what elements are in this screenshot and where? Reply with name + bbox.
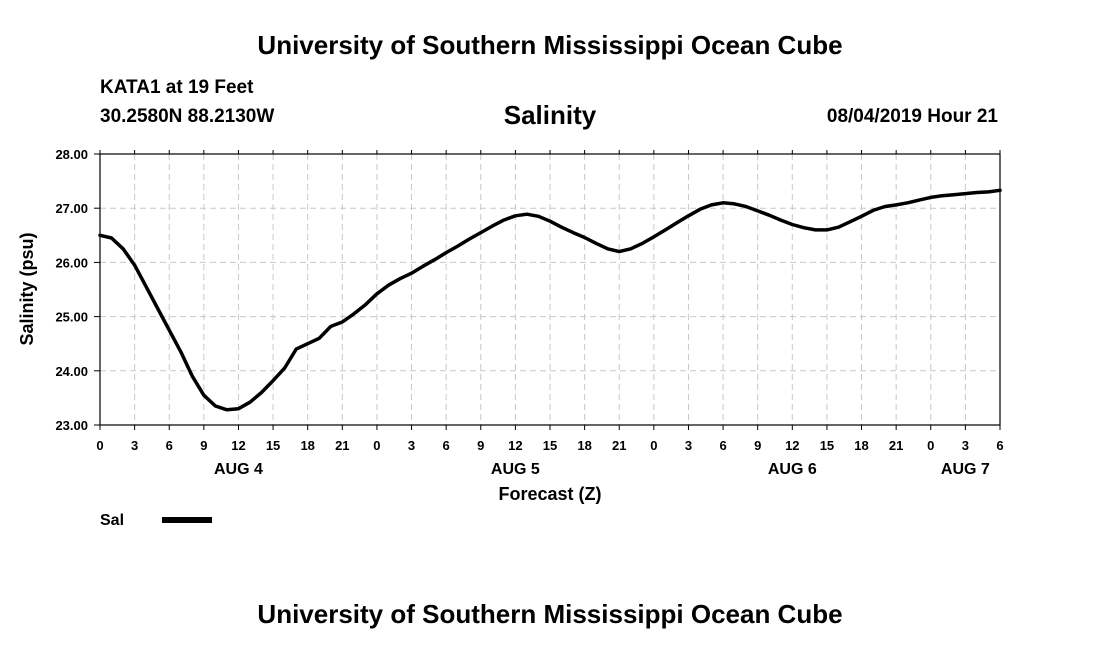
y-tick-label: 24.00 [55, 364, 88, 379]
station-name: KATA1 at 19 Feet [100, 77, 254, 98]
y-tick-label: 28.00 [55, 147, 88, 162]
chart-title: Salinity [503, 100, 597, 130]
x-tick-label: 12 [785, 438, 799, 453]
x-tick-label: 21 [889, 438, 903, 453]
x-tick-label: 15 [820, 438, 834, 453]
x-tick-label: 12 [231, 438, 245, 453]
day-label: AUG 5 [491, 461, 540, 478]
x-axis-label: Forecast (Z) [498, 484, 601, 504]
x-tick-label: 18 [577, 438, 591, 453]
x-tick-label: 9 [477, 438, 484, 453]
x-tick-label: 9 [200, 438, 207, 453]
day-labels: AUG 4 AUG 5 AUG 6 AUG 7 [214, 461, 990, 478]
x-tick-labels: 0 3 6 9 12 15 18 21 0 3 6 9 12 15 18 21 0 3 6 9 12 15 18 21 0 3 6 [96, 438, 1003, 453]
y-tick-labels: 23.00 24.00 25.00 26.00 27.00 28.00 [55, 147, 88, 433]
day-label: AUG 4 [214, 461, 263, 478]
x-tick-label: 3 [962, 438, 969, 453]
x-tick-label: 0 [373, 438, 380, 453]
x-tick-label: 18 [854, 438, 868, 453]
x-tick-label: 6 [996, 438, 1003, 453]
x-tick-label: 6 [719, 438, 726, 453]
legend-label: Sal [100, 512, 124, 529]
station-coordinates: 30.2580N 88.2130W [100, 106, 275, 127]
x-tick-label: 0 [927, 438, 934, 453]
series-line-sal [98, 188, 1002, 412]
x-tick-label: 0 [650, 438, 657, 453]
plot-frame [99, 153, 1001, 426]
x-tick-label: 9 [754, 438, 761, 453]
x-tick-label: 18 [300, 438, 314, 453]
x-tick-label: 3 [131, 438, 138, 453]
y-tick-label: 26.00 [55, 255, 88, 270]
footer-title: University of Southern Mississippi Ocean… [257, 599, 843, 629]
x-tick-label: 3 [408, 438, 415, 453]
y-tick-label: 27.00 [55, 201, 88, 216]
x-tick-label: 0 [96, 438, 103, 453]
x-tick-label: 3 [685, 438, 692, 453]
forecast-date: 08/04/2019 Hour 21 [826, 106, 998, 127]
page-title: University of Southern Mississippi Ocean… [257, 30, 843, 60]
y-tick-label: 23.00 [55, 418, 88, 433]
x-tick-label: 6 [166, 438, 173, 453]
x-tick-label: 15 [543, 438, 557, 453]
day-label: AUG 6 [768, 461, 817, 478]
x-tick-label: 6 [443, 438, 450, 453]
x-tick-label: 12 [508, 438, 522, 453]
y-axis-label: Salinity (psu) [17, 232, 37, 345]
grid-lines [100, 154, 1000, 425]
axis-ticks [94, 150, 1001, 430]
x-tick-label: 21 [335, 438, 349, 453]
y-tick-label: 25.00 [55, 310, 88, 325]
day-label: AUG 7 [941, 461, 990, 478]
x-tick-label: 15 [266, 438, 280, 453]
x-tick-label: 21 [612, 438, 626, 453]
